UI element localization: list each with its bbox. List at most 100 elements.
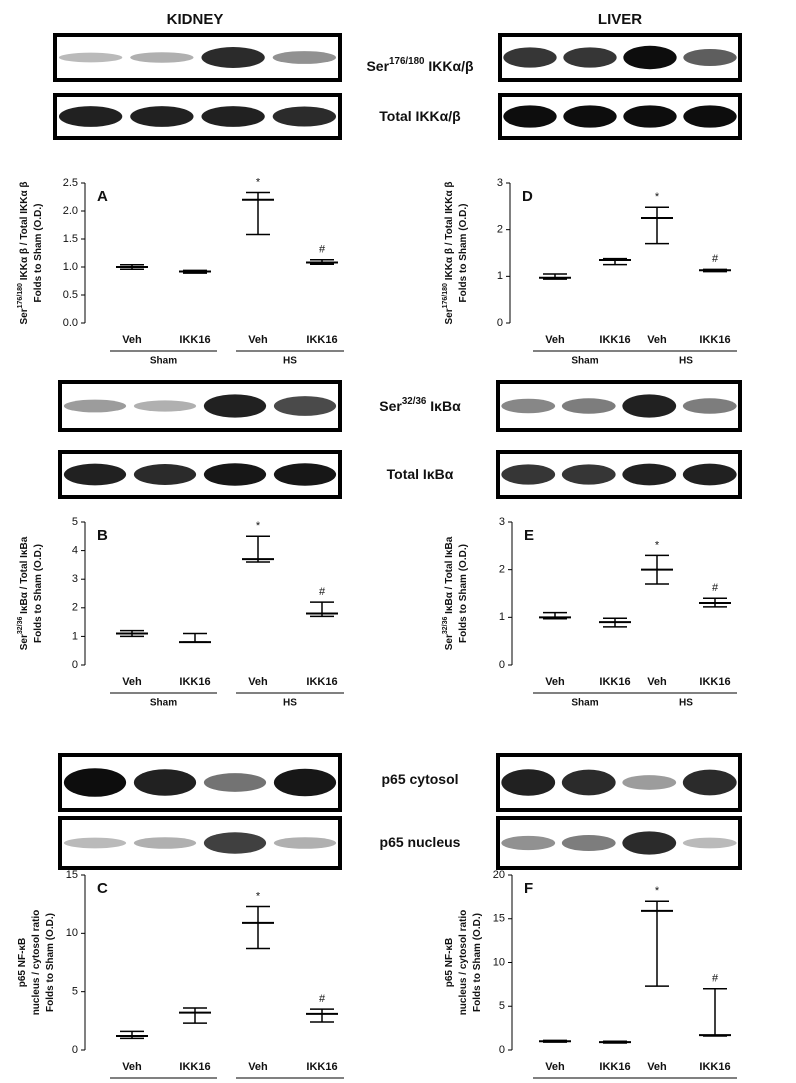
y-tick-label: 2 [499,564,505,576]
blot-label-part: Ser [379,398,402,414]
y-axis-label: p65 NF-κB [17,938,28,987]
blot-band [682,769,737,796]
y-tick-label: 15 [493,913,505,925]
group-label: HS [283,356,297,367]
y-tick-label: 3 [499,516,505,528]
blot-band [622,775,677,790]
y-axis-label-part: Ser [19,308,30,324]
x-tick-label: Veh [647,1061,667,1073]
x-tick-label: Veh [248,334,268,346]
x-tick-label: Veh [545,676,565,688]
annotation: * [256,890,261,902]
error-bar [703,988,727,1037]
x-tick-label: IKK16 [306,334,337,346]
y-tick-label: 1.0 [63,261,78,273]
x-tick-label: IKK16 [599,1061,630,1073]
error-bar [310,1008,334,1023]
y-axis-label-part: Folds to Sham (O.D.) [458,204,469,303]
y-tick-label: 1 [499,611,505,623]
y-tick-label: 5 [72,516,78,528]
y-tick-label: 0.0 [63,317,78,329]
y-axis-label: Ser32/36 IκBα / Total IκBa [17,536,29,650]
annotation: * [655,885,660,897]
y-tick-label: 5 [499,1000,505,1012]
blot-label: Total IκBα [387,466,454,482]
y-axis-label: Ser176/180 IKKα β / Total IKKα β [17,182,29,325]
y-axis-label-part: Folds to Sham (O.D.) [33,544,44,643]
y-axis-label-part: p65 NF-κB [17,938,28,987]
blot-band [561,834,616,852]
blot-band [561,398,616,414]
x-tick-label: IKK16 [179,676,210,688]
group-label: HS [679,698,693,709]
blot-frame [58,816,342,870]
y-axis-label-part: Ser [444,634,455,650]
annotation: # [712,973,719,985]
blot-band [63,837,127,849]
error-bar [703,268,727,273]
x-tick-label: IKK16 [179,334,210,346]
y-tick-label: 2 [497,224,503,236]
panel-letter: C [97,880,108,897]
y-axis-label-part: nucleus / cytosol ratio [458,910,469,1016]
blot-band [503,47,557,68]
blot-band [623,105,677,128]
annotation: # [319,244,326,256]
blot-label-part: 32/36 [402,396,427,407]
x-tick-label: IKK16 [599,676,630,688]
y-axis-label-part: Ser [19,634,30,650]
y-axis-label-part: p65 NF-κB [444,938,455,987]
x-tick-label: Veh [545,334,565,346]
y-tick-label: 0.5 [63,289,78,301]
blot-label: p65 nucleus [380,834,461,850]
annotation: * [256,520,261,532]
error-bar [543,611,567,620]
y-tick-label: 0 [497,317,503,329]
group-label: Sham [150,356,177,367]
error-bar [246,905,270,950]
error-bar [310,258,334,265]
blot-label-part: Ser [366,58,389,74]
y-tick-label: 15 [66,869,78,881]
blot-band [133,464,197,485]
y-axis-label: Folds to Sham (O.D.) [33,544,44,643]
y-tick-label: 20 [493,869,505,881]
y-tick-label: 2.0 [63,205,78,217]
y-tick-label: 0 [499,1044,505,1056]
y-axis-label-part: IκBα / Total IκBa [19,536,30,616]
x-tick-label: IKK16 [306,676,337,688]
error-bar [183,269,207,274]
annotation: * [655,191,660,203]
blot-label-part: Total IκBα [387,466,454,482]
error-bar [645,554,669,585]
blot-band [63,399,127,413]
blot-band [623,45,677,70]
blot-band [501,464,556,485]
blot-band [622,394,677,418]
error-bar [310,601,334,618]
y-axis-label: nucleus / cytosol ratio [31,910,42,1016]
column-title: LIVER [598,11,642,28]
error-bar [645,206,669,245]
error-bar [603,1040,627,1044]
blot-band [501,835,556,851]
group-label: Sham [150,698,177,709]
blot-band [561,769,616,796]
y-axis-label: Ser32/36 IκBα / Total IκBa [442,536,454,650]
y-axis-label: Ser176/180 IKKα β / Total IKKα β [442,182,454,325]
blot-band [273,463,337,486]
x-tick-label: IKK16 [306,1061,337,1073]
blot-band [130,52,194,63]
annotation: * [655,539,660,551]
error-bar [246,535,270,563]
y-axis-label-part: 32/36 [17,617,24,635]
y-axis-label: Folds to Sham (O.D.) [458,204,469,303]
y-axis-label: Folds to Sham (O.D.) [33,204,44,303]
error-bar [183,632,207,643]
y-tick-label: 0 [72,1044,78,1056]
blot-band [683,49,737,66]
y-axis-label: nucleus / cytosol ratio [458,910,469,1016]
y-tick-label: 3 [497,177,503,189]
y-axis-label: p65 NF-κB [444,938,455,987]
